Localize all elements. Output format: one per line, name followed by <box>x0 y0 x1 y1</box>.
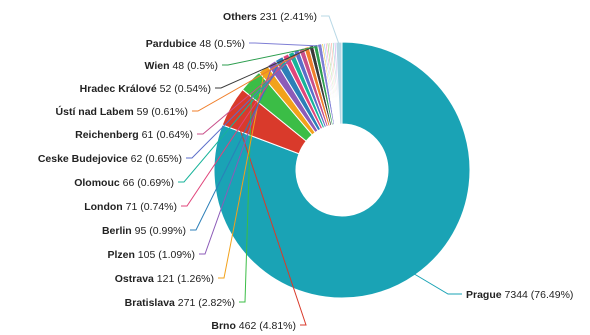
label-berlin: Berlin 95 (0.99%) <box>102 225 186 237</box>
leader-line-london <box>181 56 287 207</box>
leader-line-bratislava <box>239 81 253 303</box>
label-pardubice: Pardubice 48 (0.5%) <box>146 38 245 50</box>
label-value-prague: 7344 (76.49%) <box>502 289 574 301</box>
slice-small-8[interactable] <box>333 41 341 125</box>
label-name-plzen: Plzen <box>107 249 134 261</box>
label-name-pardubice: Pardubice <box>146 38 197 50</box>
leader-line-reichenberg <box>197 50 303 135</box>
leader-line-olomouc <box>178 54 293 183</box>
label-name-reichenberg: Reichenberg <box>75 129 139 141</box>
leader-line-hradec-kralove <box>215 47 312 89</box>
label-name-olomouc: Olomouc <box>74 177 120 189</box>
label-hradec-kralove: Hradec Králové 52 (0.54%) <box>80 83 211 95</box>
label-ceske-budejovice: Ceske Budejovice 62 (0.65%) <box>38 153 182 165</box>
leader-line-ostrava <box>218 70 266 279</box>
label-brno: Brno 462 (4.81%) <box>211 320 296 332</box>
leader-line-plzen <box>199 64 273 255</box>
label-value-brno: 462 (4.81%) <box>236 320 296 332</box>
label-name-wien: Wien <box>145 60 170 72</box>
label-value-pardubice: 48 (0.5%) <box>197 38 245 50</box>
leader-line-berlin <box>190 60 281 231</box>
leader-line-others <box>321 15 340 45</box>
label-prague: Prague 7344 (76.49%) <box>466 289 573 301</box>
label-plzen: Plzen 105 (1.09%) <box>107 249 195 261</box>
label-name-prague: Prague <box>466 289 502 301</box>
leader-line-wien <box>222 46 316 66</box>
label-value-london: 71 (0.74%) <box>123 201 177 213</box>
label-name-ostrava: Ostrava <box>115 273 154 285</box>
slice-prague[interactable] <box>213 41 471 299</box>
label-name-london: London <box>84 201 122 213</box>
label-value-plzen: 105 (1.09%) <box>135 249 195 261</box>
label-value-ceske-budejovice: 62 (0.65%) <box>128 153 182 165</box>
label-value-bratislava: 271 (2.82%) <box>175 297 235 309</box>
label-usti-nad-labem: Ústí nad Labem 59 (0.61%) <box>56 105 188 118</box>
label-value-reichenberg: 61 (0.64%) <box>139 129 193 141</box>
leader-lines <box>178 15 462 326</box>
label-value-usti-nad-labem: 59 (0.61%) <box>134 106 188 118</box>
label-name-hradec-kralove: Hradec Králové <box>80 83 157 95</box>
leader-line-ceske-budejovice <box>186 51 298 159</box>
label-value-hradec-kralove: 52 (0.54%) <box>157 83 211 95</box>
leader-line-usti-nad-labem <box>192 48 308 112</box>
label-london: London 71 (0.74%) <box>84 201 177 213</box>
label-others: Others 231 (2.41%) <box>223 11 317 23</box>
labels-group: Prague 7344 (76.49%)Brno 462 (4.81%)Brat… <box>38 11 574 332</box>
label-name-usti-nad-labem: Ústí nad Labem <box>56 105 134 118</box>
label-value-others: 231 (2.41%) <box>257 11 317 23</box>
leader-line-brno <box>232 107 307 326</box>
label-name-brno: Brno <box>211 320 236 332</box>
leader-line-pardubice <box>249 42 320 47</box>
label-olomouc: Olomouc 66 (0.69%) <box>74 177 174 189</box>
label-reichenberg: Reichenberg 61 (0.64%) <box>75 129 193 141</box>
label-name-bratislava: Bratislava <box>125 297 175 309</box>
leader-line-prague <box>413 273 462 295</box>
label-value-olomouc: 66 (0.69%) <box>120 177 174 189</box>
label-name-ceske-budejovice: Ceske Budejovice <box>38 153 128 165</box>
label-value-ostrava: 121 (1.26%) <box>154 273 214 285</box>
label-name-berlin: Berlin <box>102 225 132 237</box>
label-name-others: Others <box>223 11 257 23</box>
slices-group <box>213 41 471 299</box>
label-bratislava: Bratislava 271 (2.82%) <box>125 297 235 309</box>
label-value-wien: 48 (0.5%) <box>170 60 218 72</box>
label-wien: Wien 48 (0.5%) <box>145 60 218 72</box>
label-ostrava: Ostrava 121 (1.26%) <box>115 273 214 285</box>
label-value-berlin: 95 (0.99%) <box>132 225 186 237</box>
